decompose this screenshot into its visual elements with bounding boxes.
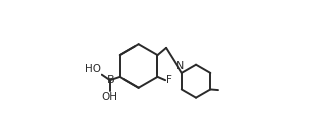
Text: HO: HO xyxy=(85,64,101,74)
Text: OH: OH xyxy=(102,92,118,102)
Text: F: F xyxy=(166,76,172,85)
Text: N: N xyxy=(176,61,184,71)
Text: B: B xyxy=(107,75,114,85)
